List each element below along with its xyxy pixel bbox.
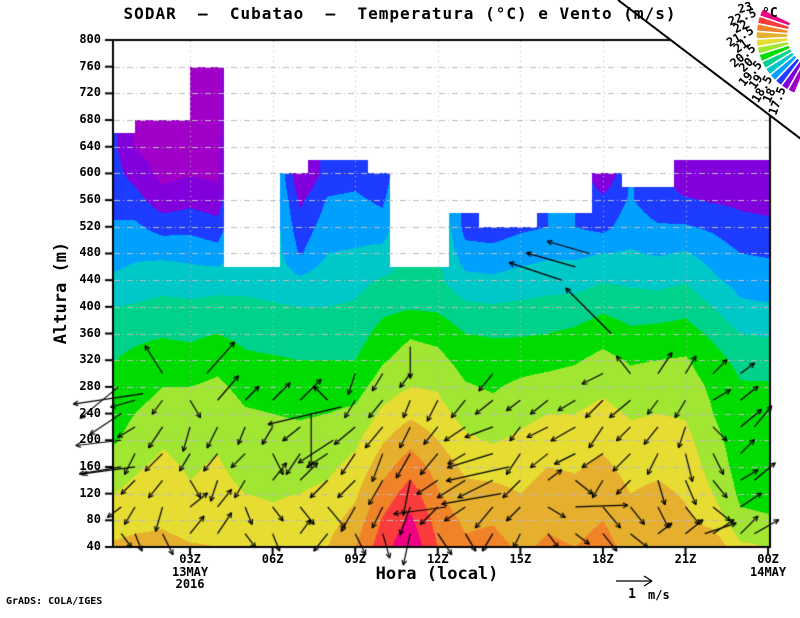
y-tick-label-600: 600 — [79, 165, 101, 180]
x-tick-label-21Z: 21Z — [674, 552, 697, 566]
x-tick-label-18Z: 18Z — [592, 552, 614, 566]
grads-stamp: GrADS: COLA/IGES — [6, 596, 103, 607]
y-tick-label-520: 520 — [79, 218, 101, 233]
x-tick-label-03Z: 03Z — [179, 552, 201, 566]
start-date-label-line1: 13MAY — [172, 565, 209, 579]
y-tick-label-680: 680 — [79, 112, 101, 127]
reference-vector-unit: m/s — [648, 588, 670, 602]
y-tick-label-640: 640 — [79, 138, 101, 153]
legend-unit-label: °C — [762, 6, 778, 21]
y-tick-label-320: 320 — [79, 352, 101, 367]
y-tick-label-800: 800 — [79, 32, 101, 46]
y-tick-label-360: 360 — [79, 325, 101, 340]
y-tick-label-200: 200 — [79, 432, 101, 447]
y-tick-label-240: 240 — [79, 405, 101, 420]
x-tick-label-06Z: 06Z — [261, 552, 284, 566]
y-tick-label-400: 400 — [79, 298, 101, 313]
y-tick-label-760: 760 — [79, 58, 101, 73]
y-tick-label-120: 120 — [79, 485, 101, 500]
y-tick-label-40: 40 — [86, 539, 101, 553]
y-tick-label-560: 560 — [79, 192, 101, 207]
y-tick-label-720: 720 — [79, 85, 101, 100]
start-date-label-line2: 2016 — [175, 577, 205, 591]
x-tick-label-12Z: 12Z — [426, 552, 449, 566]
y-tick-label-440: 440 — [79, 272, 101, 287]
y-tick-label-480: 480 — [79, 245, 101, 260]
y-tick-label-280: 280 — [79, 378, 101, 393]
end-date-label: 14MAY — [750, 565, 787, 579]
reference-vector-value: 1 — [628, 587, 636, 602]
x-tick-label-09Z: 09Z — [344, 552, 367, 566]
chart-title: SODAR – Cubatao – Temperatura (°C) e Ven… — [123, 4, 677, 23]
x-tick-label-00Z: 00Z — [757, 552, 779, 566]
x-tick-label-15Z: 15Z — [509, 552, 532, 566]
y-axis-title: Altura (m) — [51, 241, 71, 345]
y-tick-label-80: 80 — [86, 512, 101, 527]
x-axis-title: Hora (local) — [375, 564, 499, 584]
y-tick-label-160: 160 — [79, 458, 101, 473]
